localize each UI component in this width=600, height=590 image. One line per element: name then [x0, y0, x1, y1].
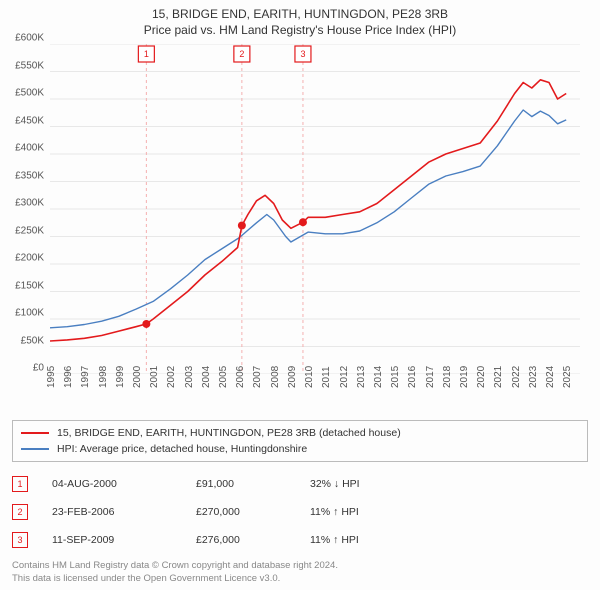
x-tick-label: 1995	[46, 366, 57, 388]
x-tick-label: 1996	[63, 366, 74, 388]
x-tick-label: 2021	[493, 366, 504, 388]
x-tick-label: 2002	[166, 366, 177, 388]
y-tick-label: £550K	[15, 60, 44, 71]
legend: 15, BRIDGE END, EARITH, HUNTINGDON, PE28…	[12, 420, 588, 462]
event-date: 11-SEP-2009	[52, 534, 172, 546]
event-marker-box: 1	[12, 476, 28, 492]
x-tick-label: 2024	[545, 366, 556, 388]
x-tick-label: 2013	[356, 366, 367, 388]
svg-text:2: 2	[239, 49, 244, 59]
x-tick-label: 1999	[115, 366, 126, 388]
event-marker-box: 3	[12, 532, 28, 548]
plot-area: 1 2 3	[50, 44, 580, 374]
x-tick-label: 2019	[459, 366, 470, 388]
y-tick-label: £500K	[15, 88, 44, 99]
chart-titles: 15, BRIDGE END, EARITH, HUNTINGDON, PE28…	[0, 0, 600, 38]
x-tick-label: 2020	[476, 366, 487, 388]
event-delta: 11% ↑ HPI	[310, 534, 359, 546]
x-tick-label: 2017	[425, 366, 436, 388]
legend-row-hpi: HPI: Average price, detached house, Hunt…	[21, 441, 579, 457]
y-tick-label: £250K	[15, 225, 44, 236]
event-date: 23-FEB-2006	[52, 506, 172, 518]
attribution-line-1: Contains HM Land Registry data © Crown c…	[12, 560, 588, 573]
x-tick-label: 2022	[511, 366, 522, 388]
legend-label-hpi: HPI: Average price, detached house, Hunt…	[57, 443, 307, 455]
x-tick-label: 2000	[132, 366, 143, 388]
legend-swatch-hpi	[21, 448, 49, 450]
title-line-1: 15, BRIDGE END, EARITH, HUNTINGDON, PE28…	[0, 6, 600, 22]
event-delta: 11% ↑ HPI	[310, 506, 359, 518]
y-tick-label: £0	[33, 363, 44, 374]
x-tick-label: 1998	[98, 366, 109, 388]
x-axis-labels: 1995199619971998199920002001200220032004…	[50, 370, 580, 410]
y-axis-labels: £0£50K£100K£150K£200K£250K£300K£350K£400…	[0, 38, 48, 368]
x-tick-label: 2018	[442, 366, 453, 388]
x-tick-label: 2004	[201, 366, 212, 388]
y-tick-label: £350K	[15, 170, 44, 181]
x-tick-label: 2003	[184, 366, 195, 388]
plot-svg: 1 2 3	[50, 44, 580, 374]
x-tick-label: 2005	[218, 366, 229, 388]
x-tick-label: 2016	[407, 366, 418, 388]
y-tick-label: £50K	[21, 335, 44, 346]
sale-events: 1 04-AUG-2000 £91,000 32% ↓ HPI 2 23-FEB-2006…	[12, 470, 588, 554]
x-tick-label: 2006	[235, 366, 246, 388]
svg-text:3: 3	[300, 49, 305, 59]
event-row: 3 11-SEP-2009 £276,000 11% ↑ HPI	[12, 526, 588, 554]
legend-swatch-subject	[21, 432, 49, 434]
event-price: £276,000	[196, 534, 286, 546]
x-tick-label: 2007	[252, 366, 263, 388]
event-row: 1 04-AUG-2000 £91,000 32% ↓ HPI	[12, 470, 588, 498]
x-tick-label: 2008	[270, 366, 281, 388]
chart-container: 15, BRIDGE END, EARITH, HUNTINGDON, PE28…	[0, 0, 600, 586]
event-delta: 32% ↓ HPI	[310, 478, 360, 490]
x-tick-label: 2001	[149, 366, 160, 388]
y-tick-label: £100K	[15, 308, 44, 319]
x-tick-label: 2015	[390, 366, 401, 388]
title-line-2: Price paid vs. HM Land Registry's House …	[0, 22, 600, 38]
attribution: Contains HM Land Registry data © Crown c…	[12, 560, 588, 586]
event-price: £91,000	[196, 478, 286, 490]
x-tick-label: 2012	[339, 366, 350, 388]
x-tick-label: 2014	[373, 366, 384, 388]
y-tick-label: £150K	[15, 280, 44, 291]
x-tick-label: 2023	[528, 366, 539, 388]
y-tick-label: £200K	[15, 253, 44, 264]
y-tick-label: £450K	[15, 115, 44, 126]
event-row: 2 23-FEB-2006 £270,000 11% ↑ HPI	[12, 498, 588, 526]
svg-text:1: 1	[144, 49, 149, 59]
legend-row-subject: 15, BRIDGE END, EARITH, HUNTINGDON, PE28…	[21, 425, 579, 441]
attribution-line-2: This data is licensed under the Open Gov…	[12, 573, 588, 586]
y-tick-label: £600K	[15, 33, 44, 44]
event-marker-box: 2	[12, 504, 28, 520]
y-tick-label: £400K	[15, 143, 44, 154]
legend-label-subject: 15, BRIDGE END, EARITH, HUNTINGDON, PE28…	[57, 427, 401, 439]
event-date: 04-AUG-2000	[52, 478, 172, 490]
x-tick-label: 1997	[80, 366, 91, 388]
y-tick-label: £300K	[15, 198, 44, 209]
x-tick-label: 2010	[304, 366, 315, 388]
x-tick-label: 2025	[562, 366, 573, 388]
x-tick-label: 2009	[287, 366, 298, 388]
event-price: £270,000	[196, 506, 286, 518]
x-tick-label: 2011	[321, 366, 332, 388]
